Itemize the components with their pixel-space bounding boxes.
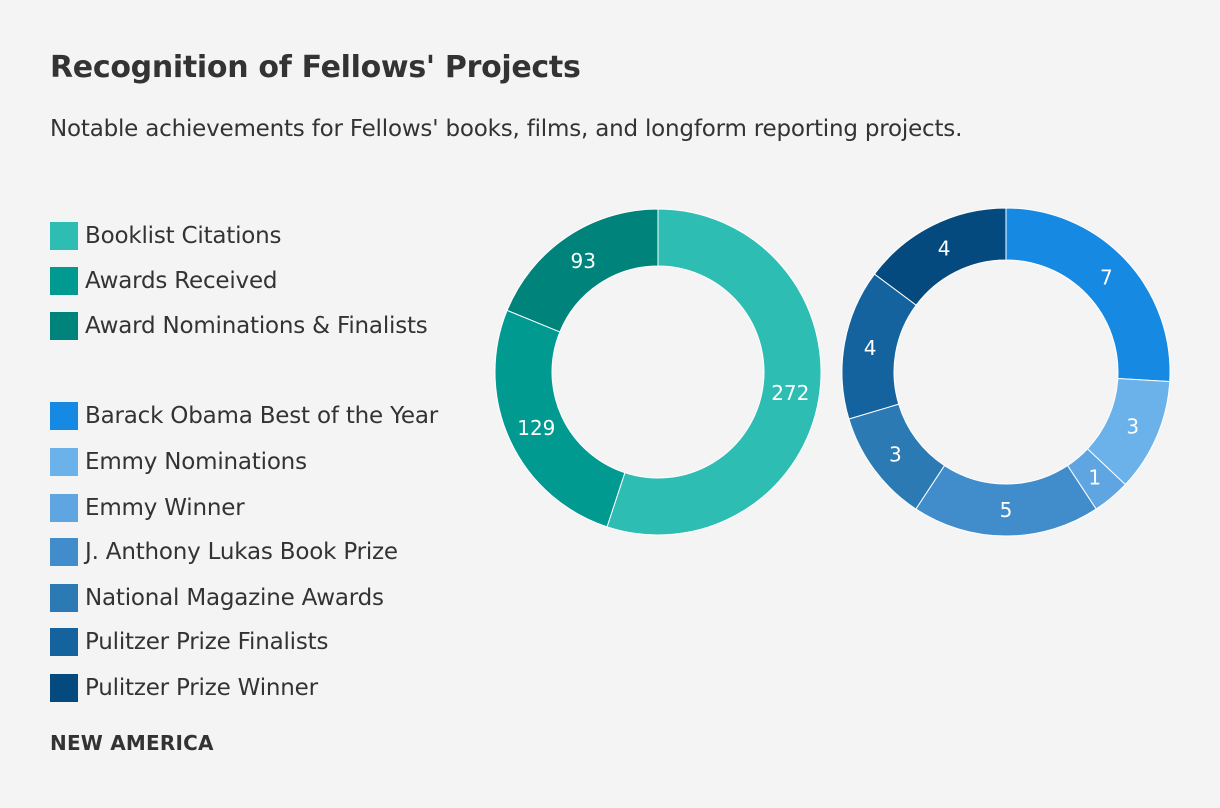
legend-swatch [50,494,78,522]
legend-swatch [50,584,78,612]
donut-chart-2: 7 3 1 5 3 4 4 [841,207,1171,537]
legend-item-emmy-winner: Emmy Winner [50,493,245,523]
donut-slice-value-label: 93 [571,249,596,273]
legend-swatch [50,448,78,476]
legend-label: Pulitzer Prize Winner [85,675,318,701]
legend-swatch [50,222,78,250]
legend-swatch [50,267,78,295]
donut-slice-value-label: 3 [1126,415,1139,439]
donut-slice-pulitzer-prize-winner [873,207,1007,306]
donut-slice-value-label: 5 [1000,498,1013,522]
donut-slice-value-label: 272 [771,381,809,405]
legend-swatch [50,538,78,566]
legend-item-awards-received: Awards Received [50,266,278,296]
donut-slice-value-label: 4 [864,336,877,360]
donut-slice-value-label: 129 [517,416,555,440]
legend-label: Booklist Citations [85,223,282,249]
legend-label: J. Anthony Lukas Book Prize [85,539,398,565]
donut-slice-booklist-citations [606,208,822,536]
legend-item-j-anthony-lukas-book-prize: J. Anthony Lukas Book Prize [50,537,398,567]
legend-label: Emmy Winner [85,495,245,521]
donut-slice-barack-obama-best-of-the-year [1005,207,1171,383]
chart-subtitle: Notable achievements for Fellows' books,… [50,116,963,142]
source-label: NEW AMERICA [50,731,214,755]
legend-swatch [50,312,78,340]
legend-item-pulitzer-prize-winner: Pulitzer Prize Winner [50,673,318,703]
legend-item-pulitzer-prize-finalists: Pulitzer Prize Finalists [50,627,328,657]
legend-item-national-magazine-awards: National Magazine Awards [50,583,384,613]
legend-label: National Magazine Awards [85,585,384,611]
legend-item-emmy-nominations: Emmy Nominations [50,447,307,477]
legend-label: Barack Obama Best of the Year [85,403,438,429]
legend-item-booklist-citations: Booklist Citations [50,221,282,251]
donut-slice-value-label: 1 [1088,466,1101,490]
legend-label: Pulitzer Prize Finalists [85,629,329,655]
legend-swatch [50,628,78,656]
legend-swatch [50,402,78,430]
donut-slice-value-label: 3 [889,442,902,466]
donut-slice-value-label: 7 [1100,265,1113,289]
chart-title: Recognition of Fellows' Projects [50,50,581,85]
legend-item-award-nominations-finalists: Award Nominations & Finalists [50,311,428,341]
legend-swatch [50,674,78,702]
legend-label: Award Nominations & Finalists [85,313,428,339]
donut-slice-awards-received [494,309,626,528]
donut-chart-1: 272 129 93 [494,208,822,536]
donut-slice-value-label: 4 [938,237,951,261]
legend-label: Emmy Nominations [85,449,307,475]
legend-item-barack-obama-best-of-the-year: Barack Obama Best of the Year [50,401,438,431]
donut-slice-award-nominations-finalists [506,208,659,333]
legend-label: Awards Received [85,268,278,294]
